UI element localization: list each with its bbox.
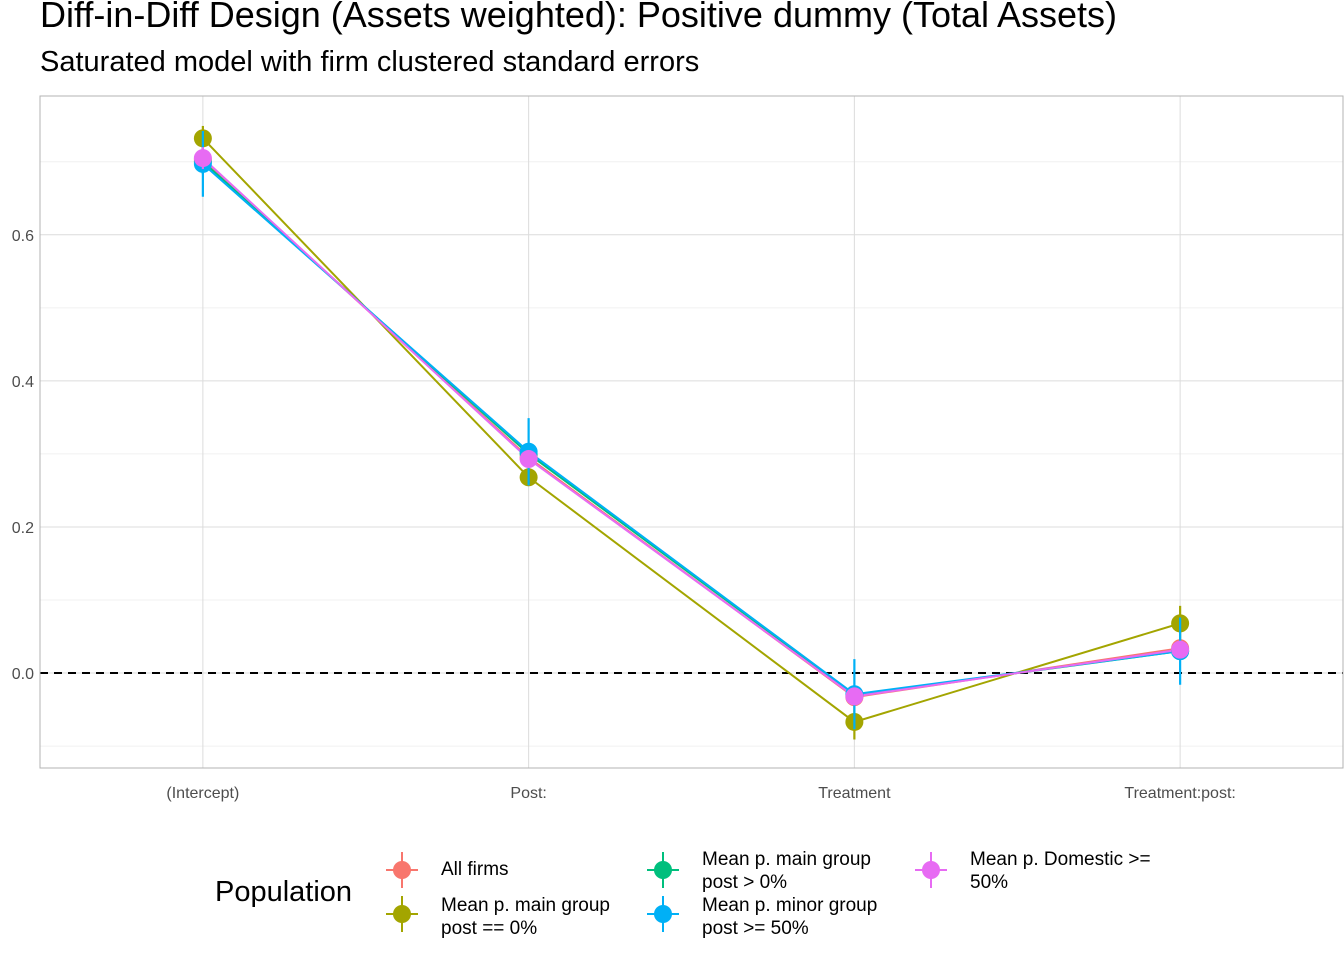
data-point [845, 687, 864, 706]
legend-key [915, 852, 947, 888]
series-line [202, 137, 1181, 724]
y-tick-label: 0.4 [12, 374, 34, 391]
chart-title: Diff-in-Diff Design (Assets weighted): P… [40, 0, 1118, 35]
y-tick-label: 0.2 [12, 520, 34, 537]
legend-label: All firms [441, 859, 509, 880]
data-point [193, 149, 212, 168]
legend-key [647, 852, 679, 888]
y-tick-label: 0.6 [12, 228, 34, 245]
series-line [202, 158, 1181, 699]
legend-title: Population [215, 876, 353, 908]
x-tick-label: Post: [510, 785, 546, 802]
data-point [1171, 640, 1190, 659]
y-tick-label: 0.0 [12, 666, 34, 683]
legend-key [647, 896, 679, 932]
legend-label: Mean p. main group post > 0% [702, 849, 871, 893]
series-line [202, 163, 1181, 696]
legend-label: Mean p. minor group post >= 50% [702, 895, 878, 939]
series-line [202, 157, 1181, 698]
legend: Population All firms Mean p. main group po… [0, 840, 1344, 960]
x-tick-label: Treatment [818, 785, 891, 802]
x-tick-label: (Intercept) [166, 785, 239, 802]
x-tick-label: Treatment:post: [1124, 785, 1235, 802]
chart-subtitle: Saturated model with firm clustered stan… [40, 46, 700, 78]
legend-key [386, 896, 418, 932]
legend-label: Mean p. main group post == 0% [441, 895, 610, 939]
data-point [519, 450, 538, 469]
panel-border [39, 95, 1344, 769]
series-line [202, 160, 1181, 697]
legend-label: Mean p. Domestic >= 50% [970, 849, 1151, 893]
chart-plot: 0.0 0.2 0.4 0.6 (Intercept) Post: Treatment Tre… [12, 95, 1344, 802]
legend-key [386, 852, 418, 888]
